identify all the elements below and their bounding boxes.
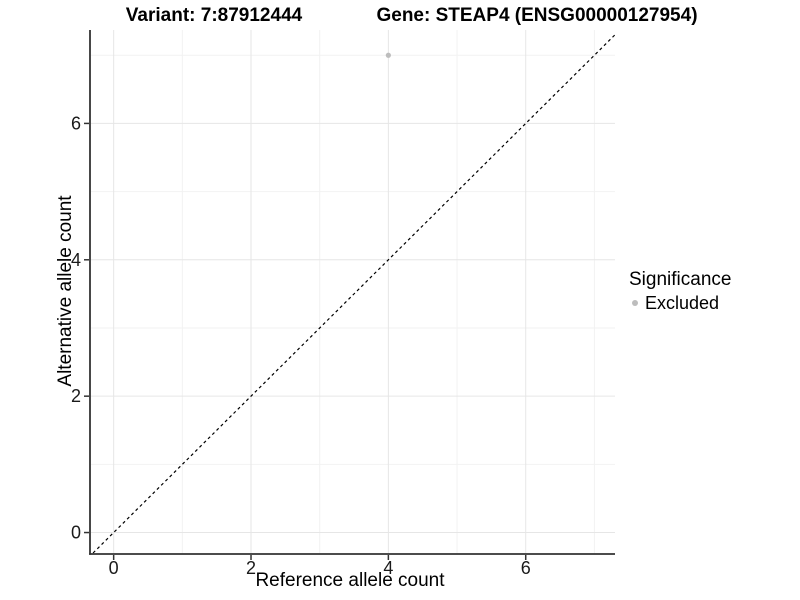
x-tick-label: 0 bbox=[109, 558, 119, 578]
x-tick-label: 4 bbox=[383, 558, 393, 578]
x-axis-title: Reference allele count bbox=[255, 570, 445, 591]
x-tick-label: 6 bbox=[521, 558, 531, 578]
x-tick-label: 2 bbox=[246, 558, 256, 578]
plot-title-gene: Gene: STEAP4 (ENSG00000127954) bbox=[376, 5, 698, 26]
legend-point-icon bbox=[632, 300, 638, 306]
y-axis-title: Alternative allele count bbox=[55, 195, 76, 387]
legend: Significance Excluded bbox=[629, 269, 731, 313]
legend-item-label: Excluded bbox=[645, 293, 720, 313]
data-point bbox=[385, 52, 391, 58]
y-tick-label: 2 bbox=[71, 386, 81, 406]
y-tick-label: 6 bbox=[71, 113, 81, 133]
y-tick-label: 4 bbox=[71, 250, 81, 270]
y-tick-label: 0 bbox=[71, 523, 81, 543]
plot-title-variant: Variant: 7:87912444 bbox=[125, 5, 303, 26]
legend-title: Significance bbox=[629, 269, 732, 290]
legend-item-excluded: Excluded bbox=[629, 293, 731, 313]
identity-line bbox=[92, 34, 616, 554]
